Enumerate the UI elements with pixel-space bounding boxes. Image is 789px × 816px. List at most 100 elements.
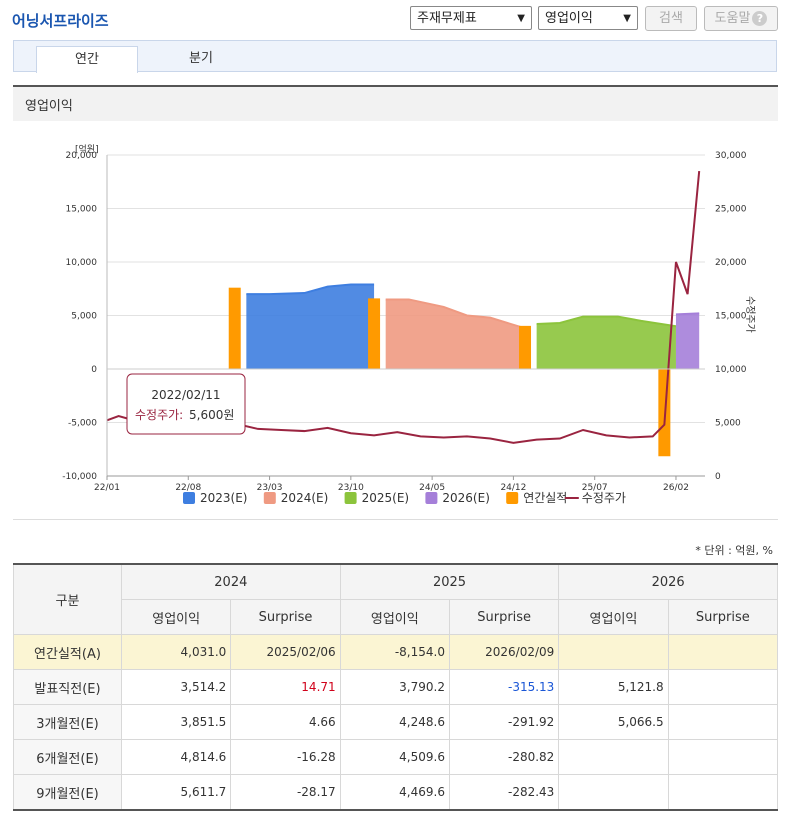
table-row: 9개월전(E) 5,611.7 -28.17 4,469.6 -282.43 — [13, 774, 779, 811]
chevron-down-icon: ▼ — [623, 13, 631, 24]
y2-tick-label: 5,000 — [715, 419, 741, 429]
table-cell: -280.82 — [448, 739, 560, 775]
estimate-area — [246, 284, 375, 369]
table-cell: 4.66 — [230, 704, 341, 740]
item-select-value: 영업이익 — [545, 11, 593, 26]
chart-area: 20,000 30,000 15,000 25,000 10,000 20,000 5,00… — [13, 121, 778, 520]
legend-label: 2023(E) — [200, 491, 247, 505]
y-tick-label: 10,000 — [66, 258, 98, 268]
chevron-down-icon: ▼ — [517, 13, 525, 24]
table-cell: 14.71 — [230, 669, 341, 705]
y2-tick-label: 20,000 — [715, 258, 747, 268]
y-tick-label: 5,000 — [71, 312, 97, 322]
tooltip-label: 수정주가: — [135, 408, 183, 422]
estimate-area — [536, 316, 676, 369]
year-header: 2026 — [558, 563, 778, 600]
table-cell — [558, 774, 669, 811]
y2-axis-label: 수정주가 — [744, 296, 756, 333]
table-cell: 2025/02/06 — [230, 634, 341, 670]
surprise-table: 구분 2024 2025 2026 영업이익 Surprise 영업이익 Sur… — [13, 563, 779, 811]
table-cell: 4,031.0 — [120, 634, 232, 670]
estimate-line — [675, 312, 700, 316]
corner-header: 구분 — [13, 563, 122, 635]
x-tick-label: 24/05 — [419, 483, 445, 493]
x-tick-label: 23/10 — [338, 483, 364, 493]
table-row: 연간실적(A) 4,031.0 2025/02/06 -8,154.0 2026/02/… — [13, 634, 779, 670]
row-label: 발표직전(E) — [13, 669, 122, 705]
table-cell: 3,514.2 — [120, 669, 232, 705]
panel-title: 영업이익 — [25, 99, 73, 114]
actual-bar — [368, 298, 381, 369]
x-tick-label: 22/08 — [175, 483, 201, 493]
question-icon: ? — [752, 11, 768, 26]
estimate-line — [246, 283, 375, 296]
table-cell — [558, 634, 669, 670]
help-label: 도움말 — [714, 11, 751, 26]
estimate-line — [536, 315, 677, 328]
table-cell: -28.17 — [230, 774, 341, 811]
panel-header: 영업이익 — [13, 85, 778, 121]
x-tick-label: 24/12 — [500, 483, 526, 493]
statement-select[interactable]: 주재무제표 ▼ — [410, 6, 532, 30]
estimate-area — [385, 299, 526, 369]
col-header: 영업이익 — [120, 599, 232, 635]
y-tick-label: -10,000 — [62, 472, 97, 482]
top-bar: 어닝서프라이즈 주재무제표 ▼ 영업이익 ▼ 검색 도움말? — [0, 0, 789, 38]
legend-swatch — [425, 492, 438, 504]
table-cell: 2026/02/09 — [448, 634, 560, 670]
row-label: 3개월전(E) — [13, 704, 122, 740]
table-cell: -291.92 — [448, 704, 560, 740]
table-cell: 5,066.5 — [558, 704, 669, 740]
y2-tick-label: 15,000 — [715, 312, 747, 322]
help-button[interactable]: 도움말? — [704, 6, 778, 31]
table-cell: 5,611.7 — [120, 774, 232, 811]
table-cell: 3,851.5 — [120, 704, 232, 740]
legend-label: 2025(E) — [362, 491, 409, 505]
tooltip-date: 2022/02/11 — [151, 388, 220, 402]
table-cell: 4,469.6 — [339, 774, 450, 811]
y2-tick-label: 0 — [715, 472, 721, 482]
legend-label: 2026(E) — [442, 491, 489, 505]
tab-annual[interactable]: 연간 — [36, 46, 138, 73]
table-cell — [667, 739, 779, 775]
y-tick-label: -5,000 — [68, 419, 97, 429]
y-axis-label: [억원] — [75, 143, 99, 155]
actual-bar — [228, 287, 241, 369]
table-row: 3개월전(E) 3,851.5 4.66 4,248.6 -291.92 5,066.5 — [13, 704, 779, 740]
table-cell: -16.28 — [230, 739, 341, 775]
col-header: 영업이익 — [339, 599, 450, 635]
page-title: 어닝서프라이즈 — [12, 12, 109, 30]
year-header: 2025 — [339, 563, 560, 600]
x-tick-label: 26/02 — [663, 483, 689, 493]
table-cell: 4,814.6 — [120, 739, 232, 775]
legend-swatch — [183, 492, 195, 504]
table-cell — [667, 634, 779, 670]
table-cell: -282.43 — [448, 774, 560, 811]
table-cell — [667, 669, 779, 705]
period-tabs: 연간 분기 — [13, 40, 777, 73]
tab-quarterly[interactable]: 분기 — [189, 51, 213, 66]
table-row: 6개월전(E) 4,814.6 -16.28 4,509.6 -280.82 — [13, 739, 779, 775]
statement-select-value: 주재무제표 — [417, 11, 477, 26]
legend-label: 연간실적 — [523, 491, 567, 505]
table-cell: 5,121.8 — [558, 669, 669, 705]
legend-swatch — [344, 492, 357, 504]
unit-note: * 단위 : 억원, % — [695, 544, 773, 557]
search-button[interactable]: 검색 — [645, 6, 697, 31]
y2-tick-label: 30,000 — [715, 151, 747, 161]
item-select[interactable]: 영업이익 ▼ — [538, 6, 638, 30]
table-cell: -8,154.0 — [339, 634, 450, 670]
y-tick-label: 15,000 — [66, 205, 98, 215]
tooltip-box — [126, 373, 246, 435]
legend-label: 수정주가 — [582, 491, 626, 505]
actual-bar — [519, 325, 532, 369]
row-label: 연간실적(A) — [13, 634, 122, 670]
table-cell — [667, 774, 779, 811]
y-tick-label: 20,000 — [66, 151, 98, 161]
col-header: 영업이익 — [558, 599, 669, 635]
table-cell: -315.13 — [448, 669, 560, 705]
col-header: Surprise — [230, 599, 341, 635]
table-row: 발표직전(E) 3,514.2 14.71 3,790.2 -315.13 5,121.8 — [13, 669, 779, 705]
legend-swatch — [506, 492, 519, 504]
y-tick-label: 0 — [91, 365, 97, 375]
